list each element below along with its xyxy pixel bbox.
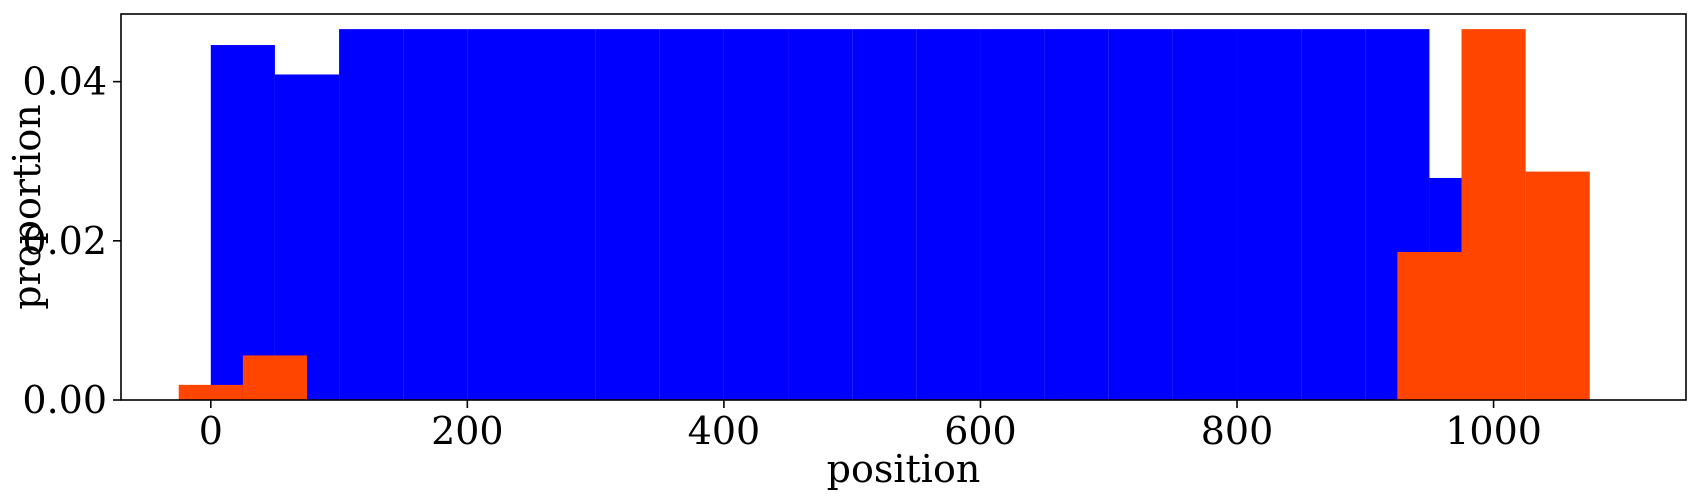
bar-series-1-3 [339, 29, 404, 401]
y-axis-label: proportion [5, 104, 49, 310]
bar-series-1-4 [403, 29, 468, 401]
bar-series-1-12 [916, 29, 981, 401]
bar-series-2-3 [1397, 251, 1462, 400]
bar-series-1-8 [659, 29, 724, 401]
x-axis-label: position [827, 447, 981, 491]
y-tick-label: 0.02 [22, 219, 107, 263]
bar-series-1-16 [1172, 29, 1238, 401]
x-tick-label: 0 [199, 409, 223, 453]
bar-series-1-15 [1108, 29, 1173, 401]
bar-series-1-9 [723, 29, 789, 401]
x-tick-label: 800 [1201, 409, 1274, 453]
bar-series-1-18 [1301, 29, 1366, 401]
x-tick-label: 600 [944, 409, 1017, 453]
bar-series-1-1 [210, 45, 275, 400]
bar-series-2-1 [178, 384, 243, 400]
bar-series-1-7 [595, 29, 660, 401]
bar-series-2-2 [242, 355, 308, 400]
y-axis: 0.00 0.02 0.04 [22, 60, 121, 422]
x-axis: 0 200 400 600 800 1000 [199, 400, 1542, 453]
y-tick-label: 0.04 [22, 60, 107, 104]
bar-series-1-11 [852, 29, 917, 401]
bar-series-2-5 [1525, 171, 1590, 400]
bar-series-1-14 [1044, 29, 1109, 401]
bar-series-1-2 [274, 74, 340, 400]
bar-series-1-13 [980, 29, 1045, 401]
x-tick-label: 200 [431, 409, 504, 453]
bars-layer [178, 29, 1590, 401]
plot-frame [120, 13, 1687, 401]
x-tick-label: 1000 [1445, 409, 1542, 453]
bar-series-1-6 [531, 29, 596, 401]
bar-series-2-4 [1461, 29, 1526, 401]
bar-series-1-17 [1237, 29, 1302, 401]
x-tick-label: 400 [688, 409, 761, 453]
bar-series-1-10 [788, 29, 853, 401]
bar-series-1-5 [467, 29, 532, 401]
y-tick-label: 0.00 [22, 378, 107, 422]
